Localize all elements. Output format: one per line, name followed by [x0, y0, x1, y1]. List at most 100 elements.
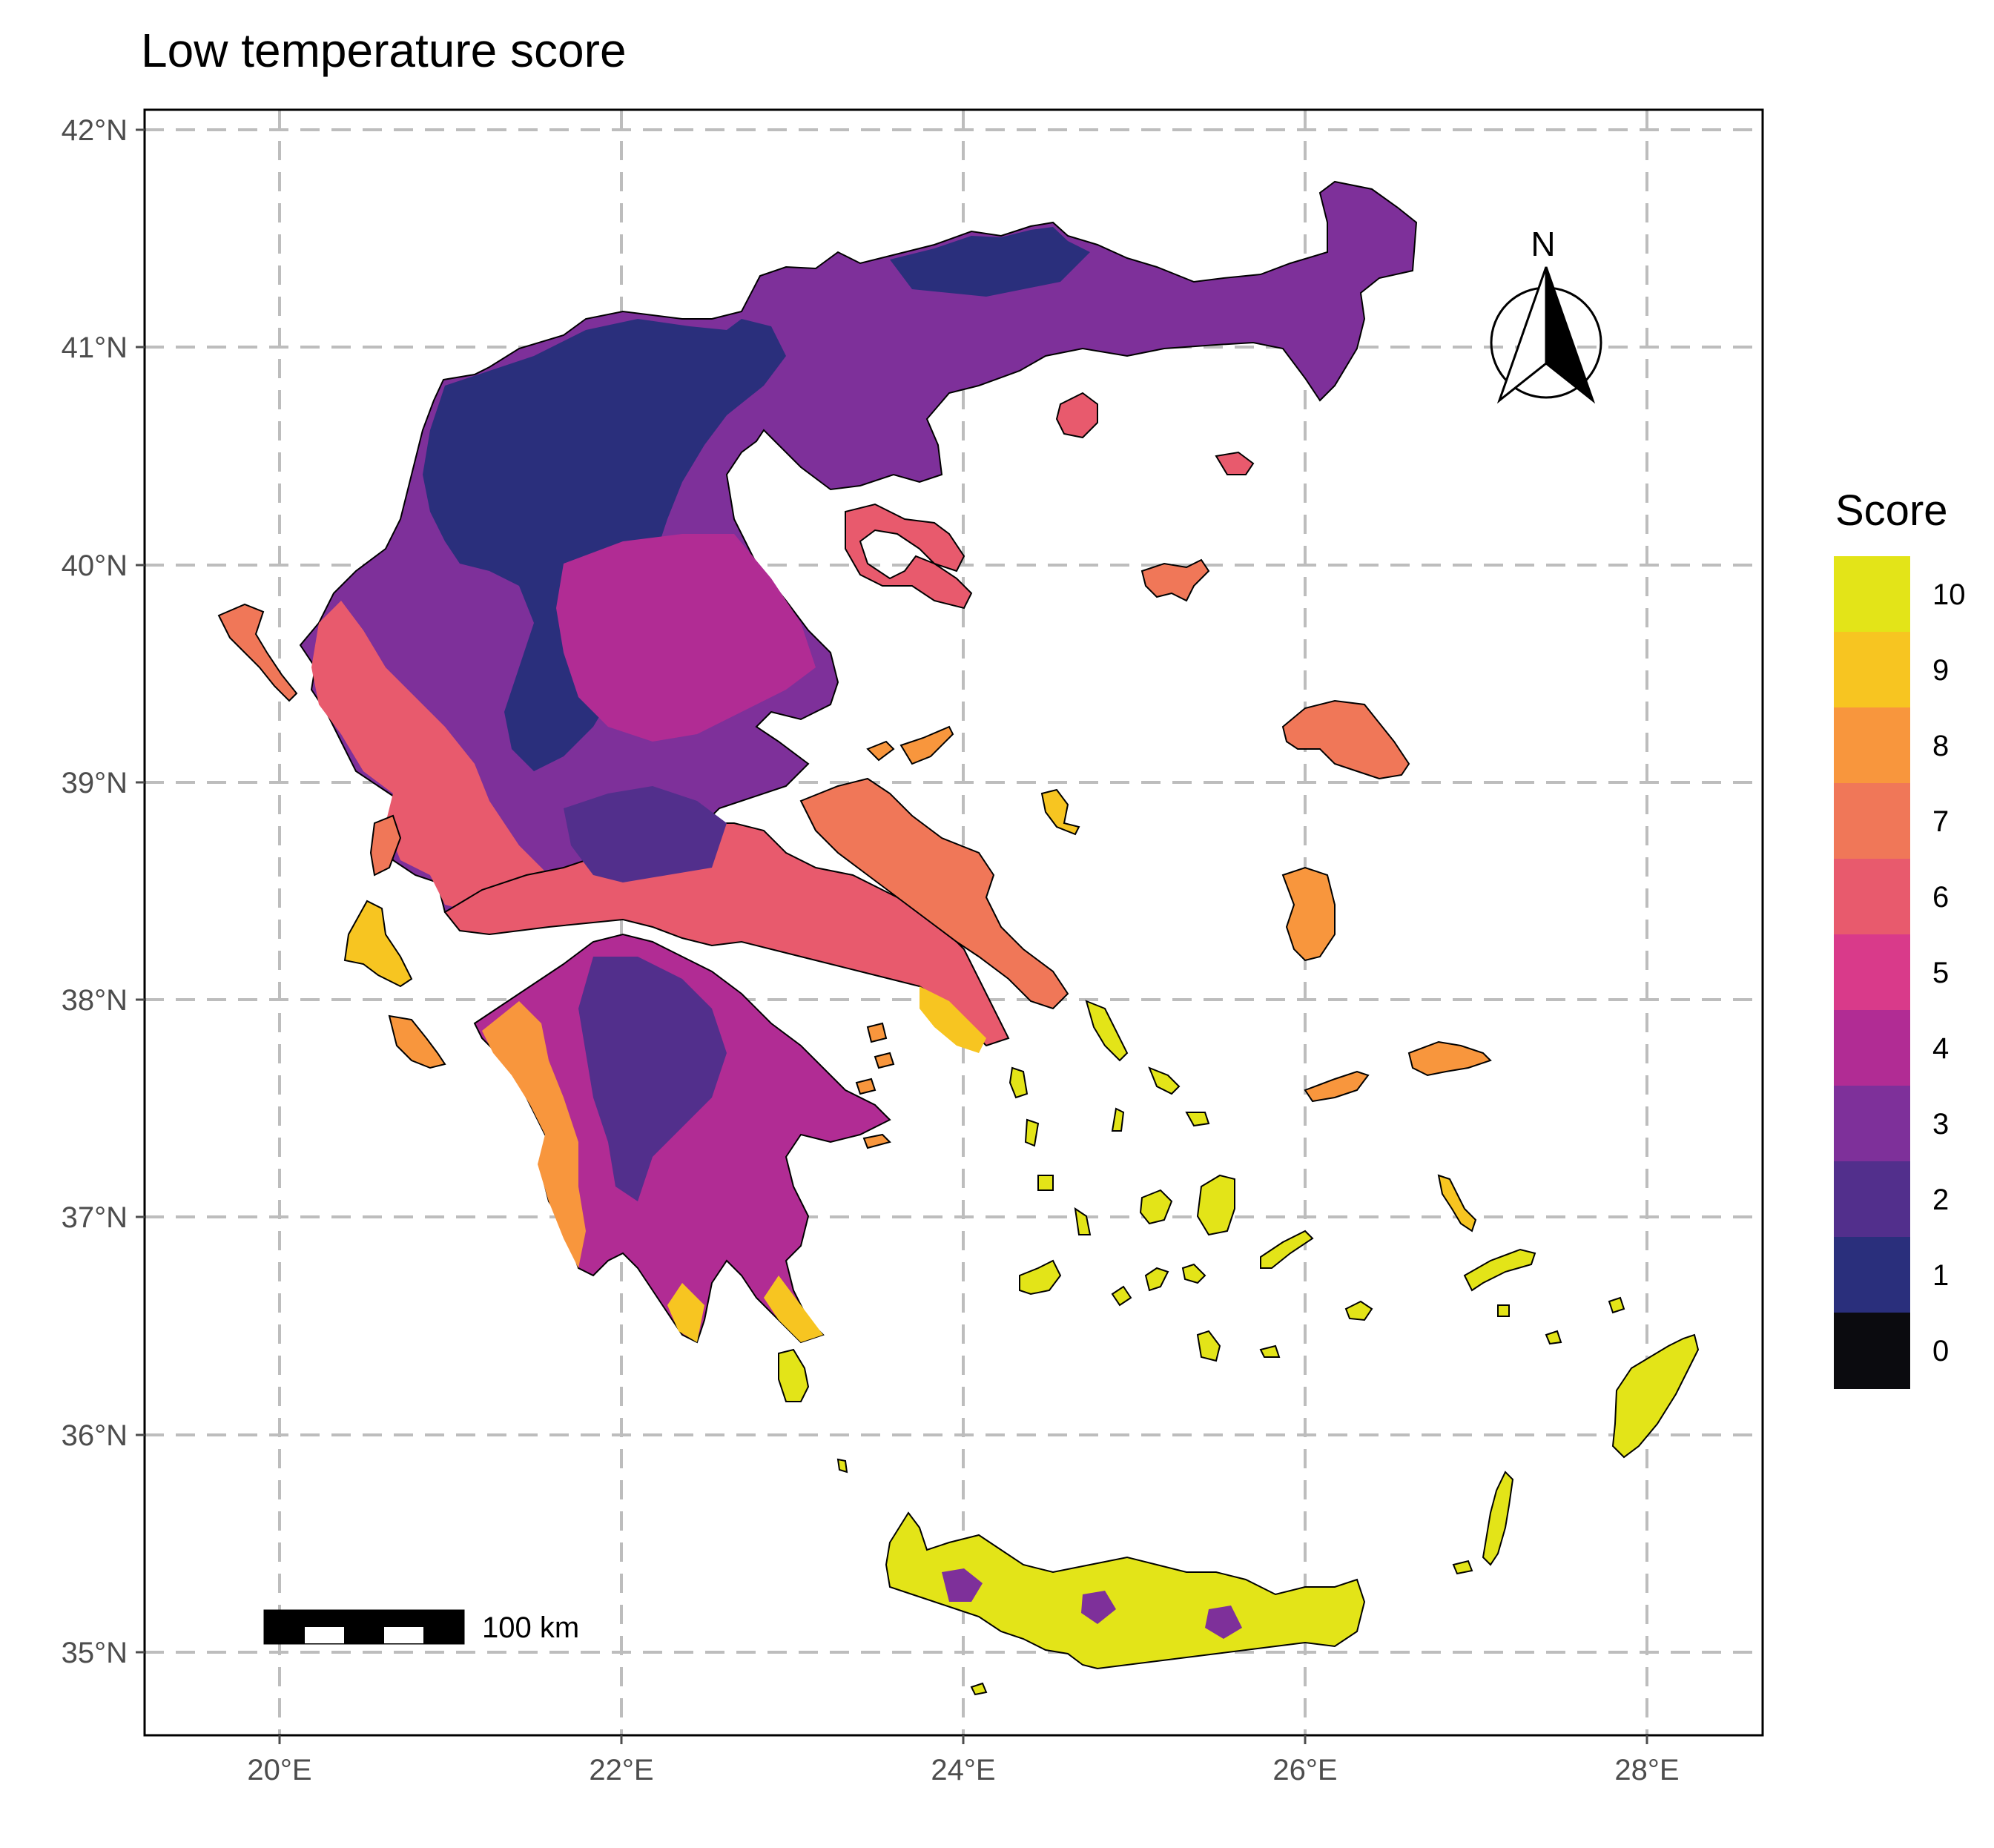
samothraki: [1215, 451, 1255, 475]
legend-swatch: [1834, 934, 1910, 1011]
y-tick-label: 42°N: [62, 114, 128, 147]
scale-bar-label: 100 km: [482, 1611, 579, 1644]
legend-label: 6: [1932, 881, 1949, 914]
attica-tip: [920, 986, 986, 1053]
x-tick-label: 20°E: [247, 1754, 311, 1786]
milos: [1019, 1259, 1062, 1296]
crete-mountains: [942, 1568, 1242, 1639]
map-title: Low temperature score: [141, 24, 627, 77]
legend-swatch: [1834, 1237, 1910, 1313]
ikaria-samos: [1304, 1040, 1492, 1103]
x-tick-label: 28°E: [1614, 1754, 1679, 1786]
y-axis: 42°N 41°N 40°N 39°N 38°N 37°N 36°N 35°N: [62, 114, 145, 1669]
x-tick-label: 26°E: [1272, 1754, 1337, 1786]
legend-label: 7: [1932, 805, 1949, 838]
legend-label: 9: [1932, 654, 1949, 687]
skiathos-skopelos: [866, 725, 954, 765]
nisyros-tilos: [1497, 1304, 1562, 1345]
x-tick-label: 22°E: [589, 1754, 653, 1786]
andros: [1085, 1000, 1129, 1062]
y-tick-label: 39°N: [62, 767, 128, 799]
legend-swatch: [1834, 1313, 1910, 1389]
graticule: [145, 110, 1763, 1735]
north-label: N: [1531, 225, 1555, 263]
legend-swatch: [1834, 1010, 1910, 1086]
legend-label: 2: [1932, 1184, 1949, 1216]
y-tick-label: 37°N: [62, 1201, 128, 1234]
y-tick-label: 36°N: [62, 1419, 128, 1452]
legend-label: 10: [1932, 578, 1966, 611]
kalymnos-leros: [1437, 1174, 1477, 1232]
kasos: [1452, 1560, 1473, 1575]
amorgos: [1260, 1230, 1314, 1269]
legend-swatch: [1834, 1161, 1910, 1238]
karpathos: [1482, 1471, 1514, 1566]
y-tick-label: 38°N: [62, 984, 128, 1017]
map-panel: N 100 km: [143, 108, 1764, 1737]
mykonos: [1185, 1112, 1210, 1127]
central-greece-mountains: [564, 786, 727, 882]
paros: [1139, 1189, 1173, 1225]
chios: [1281, 866, 1336, 962]
corfu: [217, 603, 298, 702]
legend-swatch: [1834, 707, 1910, 784]
peloponnese-core: [578, 957, 727, 1201]
chalkidiki: [845, 503, 973, 610]
legend-swatch: [1834, 783, 1910, 859]
x-axis: 20°E 22°E 24°E 26°E 28°E: [247, 1735, 1680, 1786]
scale-bar-segment: [384, 1611, 423, 1627]
lesbos: [1281, 699, 1410, 780]
tinos: [1148, 1066, 1181, 1095]
mountain-core-rhodope: [890, 227, 1090, 297]
cyclades: [1008, 1000, 1373, 1362]
legend-label: 5: [1932, 957, 1949, 989]
scale-bar-segment: [423, 1611, 463, 1643]
legend-label: 3: [1932, 1108, 1949, 1141]
gavdos: [970, 1682, 988, 1696]
legend-label: 0: [1932, 1335, 1949, 1367]
syros: [1111, 1107, 1125, 1132]
legend-label: 4: [1932, 1032, 1949, 1065]
legend-label: 1: [1932, 1259, 1949, 1292]
lefkada: [369, 814, 402, 877]
north-arrow-right-half: [1545, 266, 1596, 404]
scale-bar-segment: [265, 1611, 305, 1643]
land-layer: [217, 180, 1700, 1696]
legend-swatch: [1834, 859, 1910, 935]
antikythera: [836, 1458, 848, 1474]
thessaly-plain: [556, 534, 816, 742]
ios: [1181, 1263, 1206, 1284]
legend-label: 8: [1932, 730, 1949, 762]
y-tick-label: 41°N: [62, 331, 128, 364]
legend-title: Score: [1835, 486, 1948, 535]
scale-bar-segment: [344, 1611, 384, 1643]
santorini: [1196, 1330, 1221, 1362]
sikinos: [1111, 1285, 1132, 1307]
serifos: [1037, 1175, 1054, 1191]
scale-bar-segment: [305, 1611, 344, 1627]
anafi: [1259, 1344, 1281, 1358]
west-coast-band: [311, 601, 549, 912]
kefalonia: [343, 900, 413, 988]
folegandros: [1144, 1267, 1169, 1292]
kythira: [778, 1348, 810, 1402]
peloponnese-south: [667, 1276, 823, 1342]
peloponnese-coast-west: [482, 1001, 586, 1268]
symi: [1608, 1296, 1625, 1314]
skyros: [1040, 788, 1080, 836]
y-tick-label: 35°N: [62, 1637, 128, 1669]
mountain-core-north: [423, 319, 786, 771]
naxos: [1196, 1174, 1235, 1236]
scale-bar-segment: [305, 1627, 344, 1643]
saronic-islands: [855, 1022, 895, 1149]
astypalaia: [1344, 1300, 1373, 1321]
rhodes: [1611, 1333, 1700, 1459]
lemnos: [1140, 558, 1210, 602]
legend-swatch: [1834, 556, 1910, 633]
north-arrow: N: [1490, 225, 1602, 404]
scale-bar: 100 km: [263, 1609, 579, 1645]
scale-bar-segment: [384, 1627, 423, 1643]
